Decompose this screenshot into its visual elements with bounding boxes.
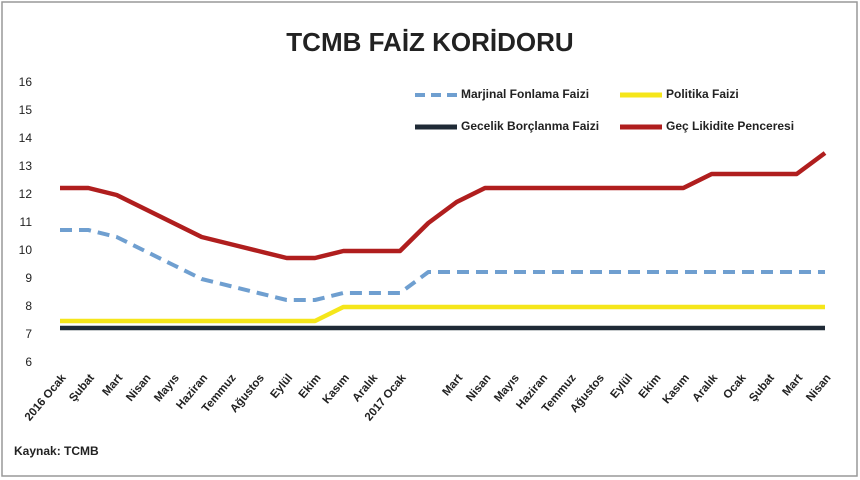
y-tick-label: 11 (20, 215, 33, 229)
y-tick-label: 16 (19, 75, 33, 89)
y-tick-label: 8 (25, 299, 32, 313)
y-tick-label: 9 (25, 271, 32, 285)
legend-label: Gecelik Borçlanma Faizi (461, 119, 599, 133)
y-tick-label: 14 (19, 131, 33, 145)
y-tick-label: 13 (19, 159, 33, 173)
legend-label: Politika Faizi (666, 87, 739, 101)
y-tick-label: 12 (19, 187, 33, 201)
legend-label: Geç Likidite Penceresi (666, 119, 794, 133)
y-tick-label: 6 (25, 355, 32, 369)
source-note: Kaynak: TCMB (14, 444, 99, 458)
series-line (60, 304, 825, 324)
series-line (60, 228, 825, 302)
chart-title: TCMB FAİZ KORİDORU (286, 27, 573, 57)
y-tick-label: 15 (19, 103, 33, 117)
y-tick-label: 7 (25, 327, 32, 341)
series-line (60, 151, 827, 261)
y-tick-label: 10 (19, 243, 33, 257)
legend-label: Marjinal Fonlama Faizi (461, 87, 589, 101)
